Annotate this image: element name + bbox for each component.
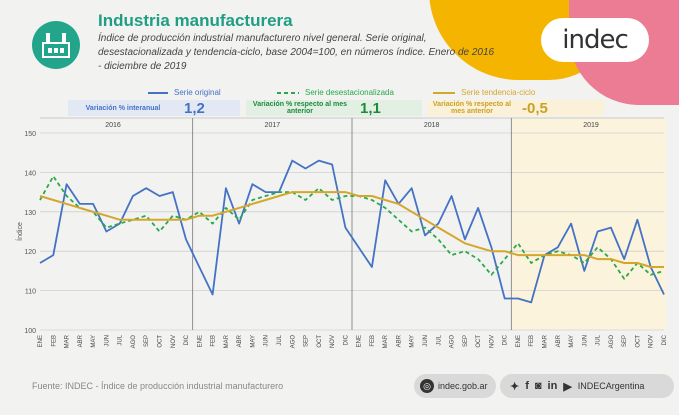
- series-line-tendencia: [39, 191, 664, 268]
- website-label: indec.gob.ar: [438, 381, 488, 391]
- x-tick-label: MAY: [569, 335, 575, 348]
- x-tick-label: JUL: [436, 334, 442, 345]
- year-label: 2018: [424, 122, 440, 129]
- x-tick-label: JUL: [118, 334, 124, 345]
- stat-tendencia-label: Variación % respecto al mes anterior: [432, 101, 512, 115]
- x-tick-label: MAY: [91, 335, 97, 348]
- year-2019-band: [511, 118, 666, 330]
- stat-tendencia: Variación % respecto al mes anterior -0,…: [428, 99, 604, 117]
- facebook-icon[interactable]: f: [525, 380, 529, 392]
- x-tick-label: NOV: [171, 335, 177, 348]
- x-tick-label: NOV: [330, 335, 336, 348]
- x-tick-label: ABR: [556, 334, 562, 347]
- series-line-original: [39, 159, 665, 304]
- y-tick-label: 110: [25, 289, 36, 296]
- x-tick-label: MAR: [65, 334, 71, 348]
- youtube-icon[interactable]: ▶: [563, 380, 572, 393]
- factory-icon: [32, 21, 80, 69]
- x-tick-label: JUL: [277, 334, 283, 345]
- page-subtitle: Índice de producción industrial manufact…: [98, 33, 495, 72]
- x-tick-label: MAR: [543, 334, 549, 348]
- x-tick-label: FEB: [370, 335, 376, 347]
- x-tick-label: SEP: [144, 335, 150, 347]
- linkedin-icon[interactable]: in: [547, 380, 558, 392]
- x-tick-label: DIC: [184, 334, 190, 345]
- x-tick-label: NOV: [649, 335, 655, 348]
- legend-desestacionalizada: Serie desestacionalizada: [277, 86, 394, 99]
- x-tick-label: JUN: [264, 335, 270, 347]
- year-label: 2019: [583, 122, 599, 129]
- x-tick-label: JUN: [104, 335, 110, 347]
- x-tick-label: DIC: [662, 334, 668, 345]
- stat-desestacionalizada-label: Variación % respecto al mes anterior: [252, 101, 348, 115]
- x-tick-label: SEP: [463, 335, 469, 347]
- page-title: Industria manufacturera: [98, 11, 293, 30]
- stat-desestacionalizada: Variación % respecto al mes anterior 1,1: [246, 99, 422, 117]
- stat-interanual-label: Variación % interanual: [85, 104, 161, 112]
- x-tick-label: OCT: [317, 335, 323, 348]
- x-tick-label: JUN: [582, 335, 588, 347]
- y-axis-label: Índice: [15, 222, 24, 241]
- x-tick-label: ABR: [78, 334, 84, 347]
- x-tick-label: AGO: [290, 335, 296, 349]
- y-tick-label: 150: [24, 131, 36, 138]
- social-handle: INDECArgentina: [577, 381, 645, 391]
- x-tick-label: AGO: [131, 335, 137, 349]
- x-tick-label: ENE: [197, 335, 203, 347]
- source-note: Fuente: INDEC - Índice de producción ind…: [32, 381, 284, 391]
- x-tick-label: ABR: [237, 334, 243, 347]
- x-tick-label: AGO: [450, 335, 456, 349]
- stat-tendencia-value: -0,5: [522, 99, 548, 117]
- legend-original: Serie original: [148, 86, 221, 99]
- x-tick-label: MAR: [224, 334, 230, 348]
- x-tick-label: MAY: [410, 335, 416, 348]
- x-tick-label: SEP: [622, 335, 628, 347]
- stat-interanual: Variación % interanual 1,2: [68, 99, 240, 117]
- x-tick-label: FEB: [211, 335, 217, 347]
- x-tick-label: FEB: [51, 335, 57, 347]
- x-tick-label: AGO: [609, 335, 615, 349]
- y-tick-label: 130: [24, 210, 36, 217]
- year-label: 2016: [105, 122, 121, 129]
- series-line-desestacionalizada: [39, 175, 665, 280]
- x-tick-label: OCT: [476, 335, 482, 348]
- x-tick-label: ENE: [516, 335, 522, 347]
- twitter-icon[interactable]: ✦: [510, 380, 520, 393]
- x-tick-label: DIC: [343, 334, 349, 345]
- social-links: ✦ f ◙ in ▶ INDECArgentina: [500, 374, 674, 398]
- website-link[interactable]: ◎ indec.gob.ar: [414, 374, 496, 398]
- y-tick-label: 140: [24, 170, 36, 177]
- x-tick-label: JUN: [423, 335, 429, 347]
- legend-desestacionalizada-label: Serie desestacionalizada: [305, 88, 394, 97]
- x-tick-label: DIC: [503, 334, 509, 345]
- indec-logo: indec: [541, 18, 649, 62]
- y-tick-label: 100: [24, 328, 36, 335]
- globe-icon: ◎: [420, 379, 434, 393]
- x-tick-label: MAR: [383, 334, 389, 348]
- x-tick-label: NOV: [489, 335, 495, 348]
- y-tick-label: 120: [24, 249, 36, 256]
- legend-original-label: Serie original: [174, 88, 221, 97]
- x-tick-label: JUL: [596, 334, 602, 345]
- stat-interanual-value: 1,2: [184, 99, 205, 117]
- legend-tendencia: Serie tendencia-ciclo: [433, 86, 535, 99]
- x-tick-label: ENE: [38, 335, 44, 347]
- stat-desestacionalizada-value: 1,1: [360, 99, 381, 117]
- x-tick-label: FEB: [529, 335, 535, 347]
- x-tick-label: MAY: [250, 335, 256, 348]
- x-tick-label: ENE: [357, 335, 363, 347]
- legend-tendencia-label: Serie tendencia-ciclo: [461, 88, 536, 97]
- instagram-icon[interactable]: ◙: [534, 380, 542, 392]
- x-tick-label: ABR: [396, 334, 402, 347]
- year-label: 2017: [265, 122, 281, 129]
- x-tick-label: OCT: [157, 335, 163, 348]
- x-tick-label: OCT: [635, 335, 641, 348]
- x-tick-label: SEP: [304, 335, 310, 347]
